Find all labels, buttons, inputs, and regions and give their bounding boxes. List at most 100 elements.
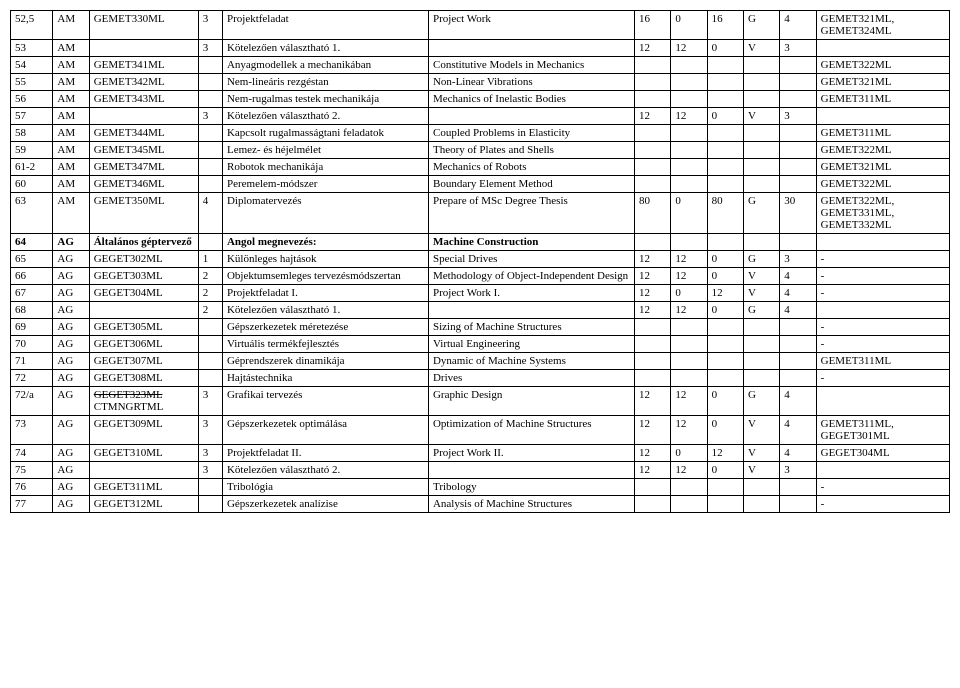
- table-cell: GEMET346ML: [89, 176, 198, 193]
- table-cell: [634, 125, 670, 142]
- table-cell: 60: [11, 176, 53, 193]
- table-cell: 3: [198, 462, 222, 479]
- table-cell: V: [743, 40, 779, 57]
- table-cell: [198, 176, 222, 193]
- table-cell: GEGET304ML: [816, 445, 949, 462]
- table-cell: GEMET321ML, GEMET324ML: [816, 11, 949, 40]
- table-cell: 77: [11, 496, 53, 513]
- table-cell: [428, 462, 634, 479]
- table-cell: [707, 234, 743, 251]
- table-cell: [816, 387, 949, 416]
- table-cell: 0: [671, 11, 707, 40]
- table-cell: [634, 142, 670, 159]
- table-cell: 1: [198, 251, 222, 268]
- table-row: 72/aAGGEGET323ML CTMNGRTML3Grafikai terv…: [11, 387, 950, 416]
- table-cell: Methodology of Object-Independent Design: [428, 268, 634, 285]
- table-cell: Grafikai tervezés: [222, 387, 428, 416]
- table-cell: 66: [11, 268, 53, 285]
- table-cell: [198, 57, 222, 74]
- table-cell: Kötelezően választható 1.: [222, 302, 428, 319]
- table-cell: Nem-rugalmas testek mechanikája: [222, 91, 428, 108]
- table-cell: Lemez- és héjelmélet: [222, 142, 428, 159]
- table-row: 69AGGEGET305MLGépszerkezetek méretezéseS…: [11, 319, 950, 336]
- table-cell: 0: [671, 285, 707, 302]
- table-cell: [743, 234, 779, 251]
- table-cell: 12: [671, 108, 707, 125]
- table-cell: AG: [53, 302, 89, 319]
- table-cell: [743, 91, 779, 108]
- table-cell: V: [743, 108, 779, 125]
- table-cell: 80: [634, 193, 670, 234]
- table-cell: 53: [11, 40, 53, 57]
- table-cell: [743, 125, 779, 142]
- table-cell: [780, 91, 816, 108]
- table-cell: Dynamic of Machine Systems: [428, 353, 634, 370]
- table-cell: Boundary Element Method: [428, 176, 634, 193]
- table-cell: [780, 176, 816, 193]
- table-cell: [743, 479, 779, 496]
- table-cell: [198, 479, 222, 496]
- table-cell: [634, 57, 670, 74]
- table-cell: Általános géptervező: [89, 234, 198, 251]
- table-cell: GEMET341ML: [89, 57, 198, 74]
- table-cell: [743, 496, 779, 513]
- table-cell: 16: [707, 11, 743, 40]
- table-cell: [780, 234, 816, 251]
- table-cell: Machine Construction: [428, 234, 634, 251]
- table-cell: GEGET305ML: [89, 319, 198, 336]
- table-cell: 12: [671, 40, 707, 57]
- table-cell: [634, 336, 670, 353]
- table-cell: [198, 234, 222, 251]
- table-cell: GEMET311ML: [816, 353, 949, 370]
- table-cell: GEMET321ML: [816, 159, 949, 176]
- table-row: 59AMGEMET345MLLemez- és héjelméletTheory…: [11, 142, 950, 159]
- table-cell: GEMET321ML: [816, 74, 949, 91]
- table-cell: GEMET322ML: [816, 176, 949, 193]
- table-cell: 3: [198, 40, 222, 57]
- table-cell: 12: [671, 251, 707, 268]
- table-cell: [671, 142, 707, 159]
- table-cell: 0: [707, 108, 743, 125]
- table-cell: GEMET322ML: [816, 142, 949, 159]
- table-row: 75AG3Kötelezően választható 2.12120V3: [11, 462, 950, 479]
- table-cell: GEGET304ML: [89, 285, 198, 302]
- table-cell: G: [743, 193, 779, 234]
- table-cell: 63: [11, 193, 53, 234]
- table-cell: AM: [53, 125, 89, 142]
- table-cell: [671, 479, 707, 496]
- table-cell: 75: [11, 462, 53, 479]
- table-cell: Géprendszerek dinamikája: [222, 353, 428, 370]
- table-cell: Sizing of Machine Structures: [428, 319, 634, 336]
- table-cell: Project Work: [428, 11, 634, 40]
- table-cell: Special Drives: [428, 251, 634, 268]
- table-row: 58AMGEMET344MLKapcsolt rugalmasságtani f…: [11, 125, 950, 142]
- table-cell: Project Work I.: [428, 285, 634, 302]
- table-cell: Kötelezően választható 1.: [222, 40, 428, 57]
- table-cell: 0: [707, 462, 743, 479]
- table-cell: [634, 176, 670, 193]
- table-cell: AM: [53, 74, 89, 91]
- table-cell: 54: [11, 57, 53, 74]
- table-cell: 2: [198, 268, 222, 285]
- table-cell: [780, 57, 816, 74]
- table-cell: [428, 302, 634, 319]
- table-cell: Projektfeladat I.: [222, 285, 428, 302]
- table-cell: AM: [53, 108, 89, 125]
- table-cell: [780, 370, 816, 387]
- table-cell: Kötelezően választható 2.: [222, 462, 428, 479]
- table-cell: [428, 40, 634, 57]
- table-cell: [198, 370, 222, 387]
- table-row: 64AGÁltalános géptervezőAngol megnevezés…: [11, 234, 950, 251]
- table-cell: 3: [780, 462, 816, 479]
- table-cell: AG: [53, 336, 89, 353]
- table-cell: 12: [671, 268, 707, 285]
- table-cell: 65: [11, 251, 53, 268]
- table-cell: 72/a: [11, 387, 53, 416]
- table-cell: [198, 142, 222, 159]
- table-row: 57AM3Kötelezően választható 2.12120V3: [11, 108, 950, 125]
- table-cell: GEMET345ML: [89, 142, 198, 159]
- table-cell: [743, 336, 779, 353]
- table-cell: 3: [780, 40, 816, 57]
- table-cell: [780, 496, 816, 513]
- table-cell: -: [816, 268, 949, 285]
